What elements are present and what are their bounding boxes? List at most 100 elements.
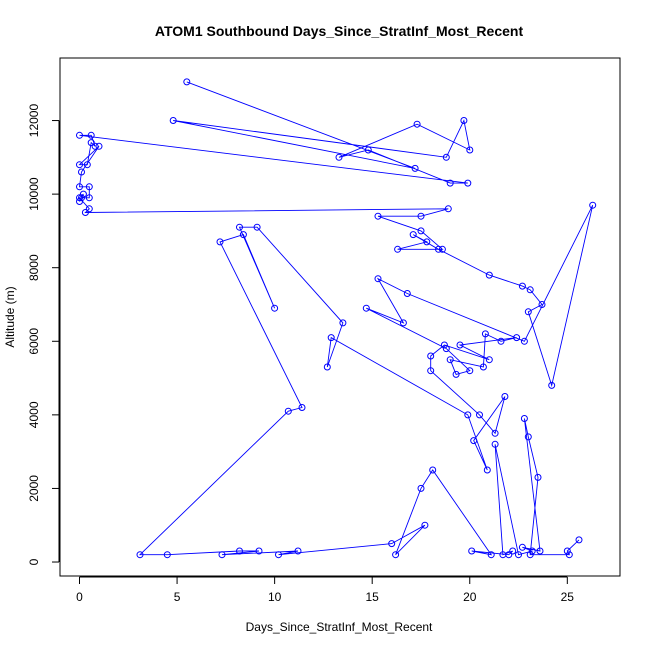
y-tick-label: 10000 xyxy=(27,177,41,211)
x-tick-label: 0 xyxy=(76,590,83,604)
data-point xyxy=(85,183,93,191)
data-point xyxy=(518,282,526,290)
data-point xyxy=(538,301,546,308)
data-point xyxy=(271,304,279,312)
data-point xyxy=(491,429,499,437)
data-point xyxy=(392,551,400,559)
data-point xyxy=(374,212,382,220)
data-point xyxy=(87,139,95,147)
data-point xyxy=(323,363,331,371)
data-point xyxy=(466,367,474,375)
data-point xyxy=(335,153,343,161)
data-point xyxy=(218,551,226,559)
data-point xyxy=(526,551,534,559)
data-point xyxy=(216,238,224,246)
data-point xyxy=(481,330,489,338)
data-point xyxy=(95,142,103,150)
data-point xyxy=(388,540,396,548)
data-point xyxy=(476,411,483,419)
data-point xyxy=(438,245,446,253)
data-point xyxy=(518,543,526,551)
data-point xyxy=(85,205,93,213)
data-point xyxy=(294,547,302,555)
data-point xyxy=(417,212,425,220)
data-point xyxy=(255,547,263,555)
data-point xyxy=(409,231,417,239)
series-line xyxy=(78,81,594,556)
data-point xyxy=(444,205,452,213)
data-point xyxy=(509,547,517,555)
data-point xyxy=(468,547,476,555)
data-point xyxy=(76,198,83,205)
y-tick-label: 0 xyxy=(27,558,41,565)
data-point xyxy=(460,117,468,124)
data-point xyxy=(423,238,431,246)
data-point xyxy=(327,334,335,342)
data-point xyxy=(526,286,534,294)
data-point xyxy=(183,78,191,86)
data-point xyxy=(284,407,292,415)
data-point xyxy=(485,271,493,279)
data-point xyxy=(499,551,507,559)
y-axis: 0 2000 4000 6000 8000 10000 12000 xyxy=(27,104,60,565)
data-point xyxy=(464,411,472,419)
data-point xyxy=(466,146,474,154)
data-point xyxy=(403,290,411,297)
data-point xyxy=(394,245,402,253)
data-point xyxy=(520,415,528,422)
data-point xyxy=(427,352,435,360)
x-tick-label: 10 xyxy=(268,590,282,604)
data-point xyxy=(298,404,306,411)
data-point xyxy=(589,201,597,209)
data-point xyxy=(411,164,419,172)
data-point xyxy=(528,547,536,555)
x-tick-label: 5 xyxy=(174,590,181,604)
data-point xyxy=(275,551,282,559)
data-point xyxy=(446,179,454,187)
data-point xyxy=(464,179,472,187)
data-point xyxy=(253,223,261,231)
data-point xyxy=(413,120,421,128)
data-point xyxy=(497,337,505,345)
data-point xyxy=(440,341,448,349)
data-point xyxy=(429,466,437,474)
y-tick-label: 4000 xyxy=(27,401,41,428)
data-point xyxy=(524,433,532,441)
series-layer xyxy=(76,78,597,559)
data-point xyxy=(452,370,460,378)
data-point xyxy=(136,551,144,559)
x-tick-label: 25 xyxy=(561,590,575,604)
data-point xyxy=(76,194,83,202)
data-point xyxy=(81,209,89,216)
data-point xyxy=(515,551,522,559)
y-tick-label: 8000 xyxy=(27,254,41,281)
data-point xyxy=(524,308,532,316)
data-point xyxy=(491,440,499,448)
data-point xyxy=(485,356,493,364)
y-tick-label: 2000 xyxy=(27,475,41,502)
data-point xyxy=(536,547,544,555)
data-point xyxy=(78,168,85,176)
data-point xyxy=(427,367,435,375)
data-point xyxy=(456,341,464,349)
data-point xyxy=(417,484,425,492)
data-point xyxy=(513,334,521,342)
data-point xyxy=(374,275,382,283)
data-point xyxy=(479,363,487,371)
x-axis-label: Days_Since_StratInf_Most_Recent xyxy=(246,620,433,634)
chart-title: ATOM1 Southbound Days_Since_StratInf_Mos… xyxy=(155,23,524,39)
data-point xyxy=(85,194,93,202)
data-point xyxy=(575,536,583,544)
data-point xyxy=(239,231,247,239)
data-point xyxy=(548,381,556,389)
data-point xyxy=(78,194,85,202)
data-point xyxy=(91,142,99,150)
x-tick-label: 20 xyxy=(463,590,477,604)
data-point xyxy=(362,304,370,312)
data-point xyxy=(169,117,177,124)
data-point xyxy=(87,131,95,139)
data-point xyxy=(421,521,429,529)
data-point xyxy=(236,547,243,555)
